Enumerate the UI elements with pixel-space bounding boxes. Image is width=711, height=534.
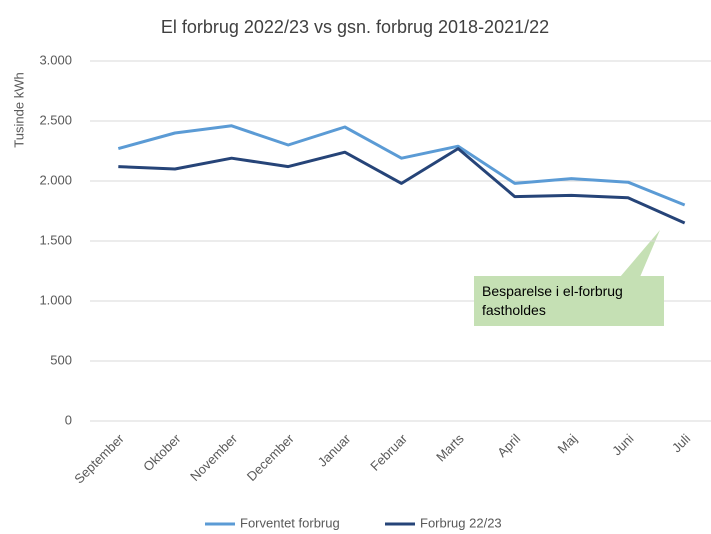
y-tick-label: 1.000 bbox=[39, 292, 72, 307]
y-tick-label: 500 bbox=[50, 352, 72, 367]
y-tick-label: 3.000 bbox=[39, 52, 72, 67]
x-tick-label: November bbox=[187, 430, 240, 483]
x-tick-label: Januar bbox=[315, 430, 354, 469]
x-tick-label: Marts bbox=[433, 431, 467, 465]
x-tick-label: September bbox=[71, 430, 127, 486]
annotation: Besparelse i el-forbrug fastholdes bbox=[474, 276, 664, 326]
y-tick-label: 0 bbox=[65, 412, 72, 427]
series-line bbox=[117, 124, 686, 207]
x-tick-label: December bbox=[244, 430, 297, 483]
x-tick-label: Maj bbox=[555, 431, 580, 456]
x-tick-label: April bbox=[494, 431, 523, 460]
y-axis-label: Tusinde kWh bbox=[11, 72, 26, 147]
y-tick-label: 1.500 bbox=[39, 232, 72, 247]
x-tick-label: Oktober bbox=[140, 430, 184, 474]
y-tick-label: 2.500 bbox=[39, 112, 72, 127]
y-tick-label: 2.000 bbox=[39, 172, 72, 187]
x-tick-label: Juni bbox=[609, 431, 637, 459]
x-tick-label: Februar bbox=[367, 430, 410, 473]
series-line bbox=[118, 147, 686, 225]
callout-pointer bbox=[620, 230, 660, 277]
chart-title: El forbrug 2022/23 vs gsn. forbrug 2018-… bbox=[161, 17, 549, 37]
legend-label: Forventet forbrug bbox=[240, 515, 340, 530]
x-tick-label: Juli bbox=[669, 431, 693, 455]
legend-label: Forbrug 22/23 bbox=[420, 515, 502, 530]
